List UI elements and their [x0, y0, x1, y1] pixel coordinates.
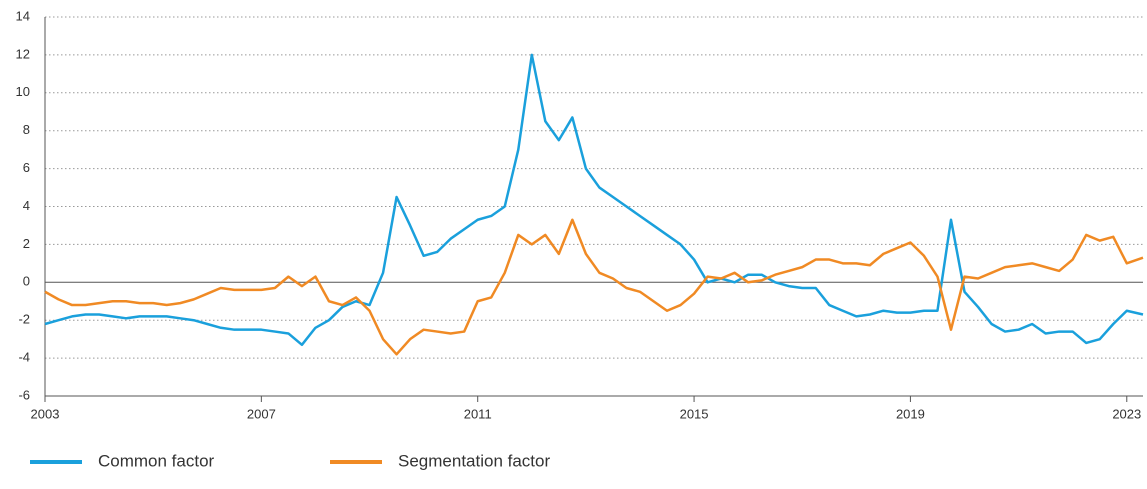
y-tick-label: 10	[16, 84, 30, 99]
x-tick-label: 2023	[1112, 406, 1141, 421]
series-line	[44, 53, 1144, 347]
y-tick-label: -6	[18, 387, 30, 402]
x-tick-label: 2019	[896, 406, 925, 421]
y-tick-label: 0	[23, 274, 30, 289]
legend-text: Segmentation factor	[398, 451, 550, 470]
y-tick-label: -2	[18, 312, 30, 327]
y-tick-label: 12	[16, 46, 30, 61]
x-tick-label: 2007	[247, 406, 276, 421]
y-tick-label: -4	[18, 350, 30, 365]
y-tick-label: 4	[23, 198, 30, 213]
y-tick-label: 6	[23, 160, 30, 175]
y-tick-label: 2	[23, 236, 30, 251]
legend-text: Common factor	[98, 451, 215, 470]
y-tick-label: 14	[16, 8, 30, 23]
x-tick-label: 2015	[680, 406, 709, 421]
y-tick-label: 8	[23, 122, 30, 137]
series-line	[44, 218, 1144, 356]
x-tick-label: 2011	[464, 406, 492, 421]
x-tick-label: 2003	[31, 406, 60, 421]
